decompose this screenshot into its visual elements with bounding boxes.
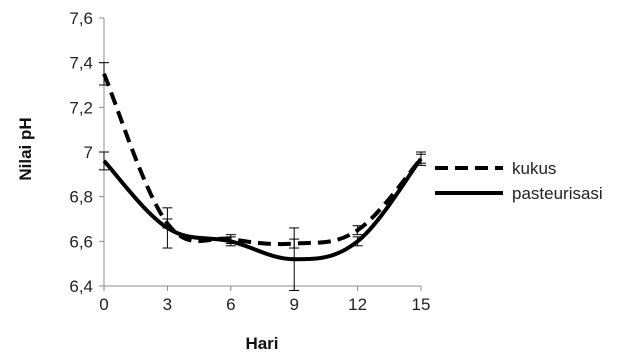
y-tick-label: 6,4: [69, 277, 93, 296]
x-tick-label: 3: [163, 295, 172, 314]
legend: kukus pasteurisasi: [435, 159, 603, 203]
y-tick-label: 7,4: [69, 54, 93, 73]
legend-label-pasteurisasi: pasteurisasi: [512, 184, 603, 203]
axes: [103, 18, 421, 287]
x-tick-label: 0: [99, 295, 108, 314]
x-axis-title: Hari: [245, 334, 278, 353]
y-tick-label: 6,8: [69, 188, 93, 207]
y-tick-label: 7,6: [69, 9, 93, 28]
y-tick-label: 6,6: [69, 232, 93, 251]
series-layer: [102, 73, 423, 262]
x-tick-label: 12: [348, 295, 367, 314]
y-tick-labels: 6,4 6,6 6,8 7 7,2 7,4 7,6: [69, 9, 104, 296]
series-line-pasteurisasi: [102, 157, 423, 262]
legend-label-kukus: kukus: [512, 159, 556, 178]
x-tick-labels: 0 3 6 9 12 15: [99, 286, 430, 314]
y-tick-label: 7,2: [69, 98, 93, 117]
error-bars: [99, 62, 426, 291]
x-tick-label: 6: [226, 295, 235, 314]
x-tick-label: 15: [412, 295, 431, 314]
x-tick-label: 9: [289, 295, 298, 314]
y-axis-title: Nilai pH: [16, 117, 35, 180]
y-tick-label: 7: [84, 143, 93, 162]
series-line-kukus: [102, 73, 423, 247]
